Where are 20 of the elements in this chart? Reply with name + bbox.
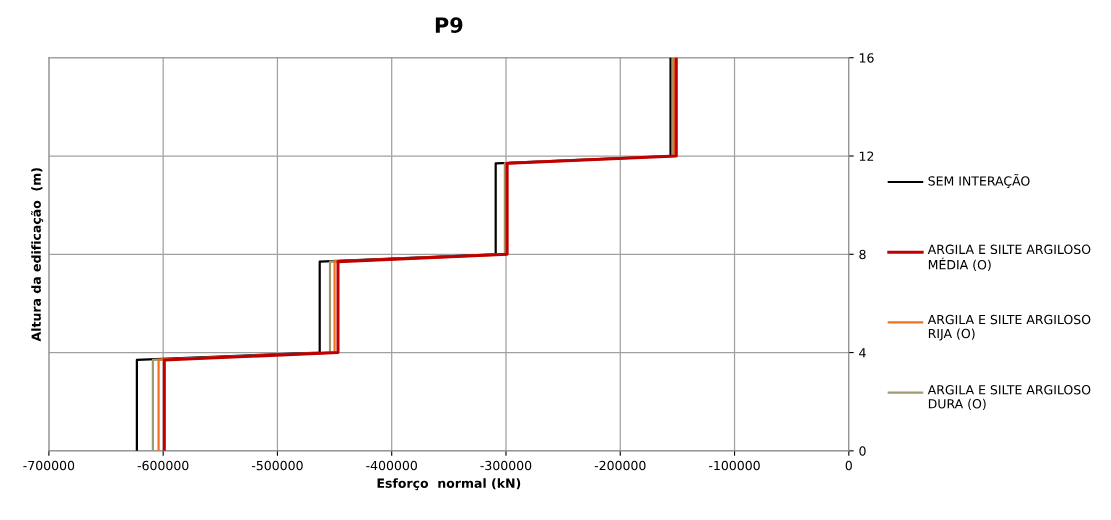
legend-label: ARGILA E SILTE ARGILOSO RIJA (O) xyxy=(927,314,1091,341)
x-tick-label: -400000 xyxy=(366,460,417,471)
chart-title: P9 xyxy=(435,17,463,34)
legend-label: ARGILA E SILTE ARGILOSO MÉDIA (O) xyxy=(927,244,1091,271)
x-tick-label: 0 xyxy=(845,460,852,471)
y-tick-label: 16 xyxy=(859,53,874,63)
x-tick-label: -100000 xyxy=(709,460,760,471)
x-axis-title: Esforço normal (kN) xyxy=(377,478,521,491)
y-tick-label: 4 xyxy=(859,348,866,358)
x-tick-label: -500000 xyxy=(251,460,303,471)
x-tick-label: -600000 xyxy=(137,460,189,471)
x-tick-label: -200000 xyxy=(594,460,646,471)
x-tick-label: -700000 xyxy=(23,460,75,471)
y-tick-label: 12 xyxy=(859,151,874,161)
y-tick-label: 8 xyxy=(859,249,866,260)
y-axis-title: Altura da edificação (m) xyxy=(31,168,44,342)
legend-label: ARGILA E SILTE ARGILOSO DURA (O) xyxy=(927,385,1091,410)
y-tick-label: 0 xyxy=(859,446,866,456)
legend-label: SEM INTERAÇÃO xyxy=(928,174,1030,188)
x-tick-label: -300000 xyxy=(480,460,532,471)
